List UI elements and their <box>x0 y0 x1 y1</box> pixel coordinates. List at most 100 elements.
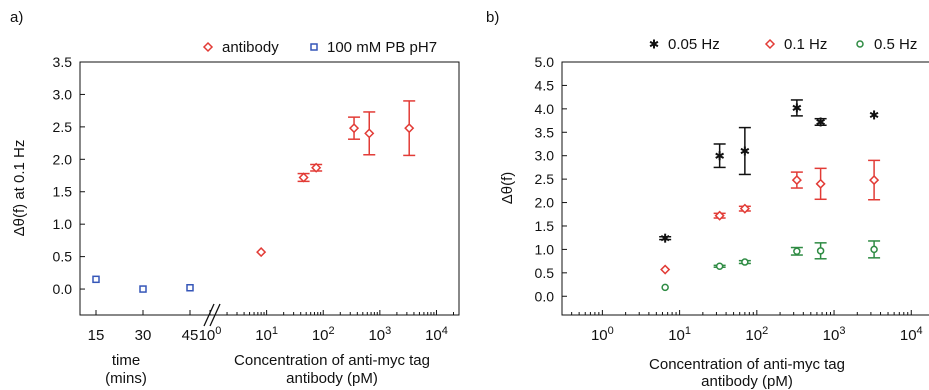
panel-a-xtick-label: 102 <box>312 325 335 344</box>
panel-b-ytick-label: 1.5 <box>535 218 555 234</box>
panel-a-antibody-point-shape <box>364 128 375 139</box>
panel-a-time-tick-label: 45 <box>182 327 199 344</box>
panel-b-legend-marker-0-stroke-2 <box>649 40 659 48</box>
panel-a-antibody-point <box>404 123 415 134</box>
panel-a-plot-frame <box>79 61 460 316</box>
panel-a-ytick-label: 1.0 <box>53 216 73 232</box>
panel-b-legend-marker-1-shape <box>764 38 776 50</box>
panel-b-ytick-label: 0.5 <box>535 265 555 281</box>
panel-b-ytick-label: 4.5 <box>535 77 555 93</box>
panel-b-series0-point-stroke-2 <box>869 111 879 119</box>
panel-b-plot-frame <box>561 61 929 316</box>
panel-b-xtick-label: 100 <box>591 325 614 344</box>
panel-b-series0-point <box>792 103 802 113</box>
panel-a-antibody-point <box>348 123 360 134</box>
panel-a-antibody-point <box>256 247 267 258</box>
panel-a-legend-buffer-label: 100 mM PB pH7 <box>327 39 437 56</box>
panel-b-series1-point-shape <box>660 264 671 275</box>
panel-a-time-tick-label: 15 <box>88 327 105 344</box>
panel-b-series2-point <box>661 283 669 292</box>
panel-a-xtick-label: 104 <box>425 325 448 344</box>
panel-a-legend-antibody-label: antibody <box>222 39 279 56</box>
panel-b-series0-point-stroke-2 <box>715 152 725 159</box>
panel-a-ytick-label: 0.5 <box>53 249 73 265</box>
panel-b-legend-marker-1 <box>764 38 776 50</box>
panel-a-buffer-point-shape <box>92 275 100 284</box>
panel-a-antibody-point <box>298 172 309 183</box>
panel-a-buffer-point-shape <box>139 285 147 293</box>
panel-b-legend-label-2: 0.5 Hz <box>874 36 917 53</box>
panel-b-ytick-label: 4.0 <box>535 101 555 117</box>
panel-b-ytick-label: 5.0 <box>535 54 555 70</box>
chart-marks: 0.00.51.01.52.02.53.03.515 30 45 100 101 102 1… <box>53 36 923 344</box>
panel-b-series2-point-shape <box>793 247 801 256</box>
panel-b-series1-point-shape <box>791 175 802 186</box>
panel-b-legend-marker-2 <box>856 40 864 48</box>
panel-b-series1-point-shape <box>739 203 750 214</box>
panel-a-antibody-point-shape <box>298 172 309 183</box>
panel-b-series1-point <box>815 178 826 189</box>
panel-b-xtick-label: 102 <box>745 325 768 344</box>
panel-b-series2-point <box>816 247 825 255</box>
panel-a-xtick-label: 101 <box>255 325 278 344</box>
panel-a-legend-antibody-marker-shape <box>202 41 214 53</box>
panel-b-series2-point <box>870 245 878 254</box>
panel-a-antibody-point-shape <box>311 162 322 173</box>
panel-b-xlabel-line2: antibody (pM) <box>701 373 793 390</box>
panel-a-ytick-label: 2.5 <box>53 119 73 135</box>
panel-a-ytick-label: 2.0 <box>53 151 73 167</box>
panel-b-series2-point-shape <box>741 258 749 266</box>
panel-b-series0-point <box>816 117 826 127</box>
panel-b-series1-point <box>739 203 750 214</box>
panel-a-time-unit: (mins) <box>105 370 147 387</box>
panel-b-series2-point <box>715 262 724 271</box>
panel-b: b) Δθ(f) Concentration of anti-myc tag a… <box>486 9 929 390</box>
panel-a-antibody-point-shape <box>348 123 360 134</box>
panel-a-ytick-label: 3.0 <box>53 86 73 102</box>
panel-b-legend-label-0: 0.05 Hz <box>668 36 720 53</box>
panel-a-ylabel: Δθ(f) at 0.1 Hz <box>11 140 28 237</box>
panel-a-conc-label-line2: antibody (pM) <box>286 370 378 387</box>
panel-b-xlabel-line1: Concentration of anti-myc tag <box>649 356 845 373</box>
panel-a-buffer-point <box>186 284 194 292</box>
panel-b-series2-point-shape <box>661 283 669 292</box>
panel-a-xtick-label: 103 <box>368 325 391 344</box>
panel-b-xtick-label: 101 <box>668 325 691 344</box>
panel-b-ytick-label: 2.5 <box>535 171 555 187</box>
panel-a-legend-buffer-marker <box>310 43 318 51</box>
panel-b-ytick-label: 3.0 <box>535 148 555 164</box>
panel-a-legend-buffer-marker-shape <box>310 43 318 51</box>
panel-a-buffer-point-shape <box>186 284 194 292</box>
panel-a-time-label: time <box>112 352 140 369</box>
panel-b-series1-point-shape <box>815 178 826 189</box>
panel-b-series0-point-stroke-2 <box>740 147 750 155</box>
panel-b-xtick-label: 104 <box>900 325 923 344</box>
panel-b-series0-point <box>715 151 725 161</box>
panel-b-series1-point <box>714 210 725 221</box>
panel-b-series0-point <box>869 110 879 120</box>
panel-a: a) Δθ(f) at 0.1 Hz time (mins) Concentra… <box>10 9 460 387</box>
panel-b-series1-point-shape <box>714 210 725 221</box>
panel-a-time-tick-label: 30 <box>135 327 152 344</box>
panel-b-ytick-label: 1.0 <box>535 241 555 257</box>
panel-a-label: a) <box>10 9 23 26</box>
panel-a-buffer-point <box>92 275 100 284</box>
panel-b-series1-point <box>660 264 671 275</box>
panel-b-label: b) <box>486 9 499 26</box>
panel-b-series2-point-shape <box>816 247 825 255</box>
panel-a-antibody-point-shape <box>256 247 267 258</box>
panel-b-legend-marker-2-shape <box>856 40 864 48</box>
panel-a-ytick-label: 3.5 <box>53 54 73 70</box>
panel-b-legend-marker-0 <box>649 39 659 49</box>
panel-a-conc-label-line1: Concentration of anti-myc tag <box>234 352 430 369</box>
panel-a-xtick-label: 100 <box>199 325 222 344</box>
panel-b-series1-point <box>791 175 802 186</box>
panel-b-series0-point-stroke-2 <box>660 235 670 242</box>
panel-b-series2-point <box>741 258 749 266</box>
panel-b-series0-point <box>660 233 670 243</box>
panel-a-buffer-point <box>139 285 147 293</box>
panel-a-antibody-point-shape <box>404 123 415 134</box>
panel-a-ytick-label: 1.5 <box>53 184 73 200</box>
panel-b-ytick-label: 2.0 <box>535 195 555 211</box>
